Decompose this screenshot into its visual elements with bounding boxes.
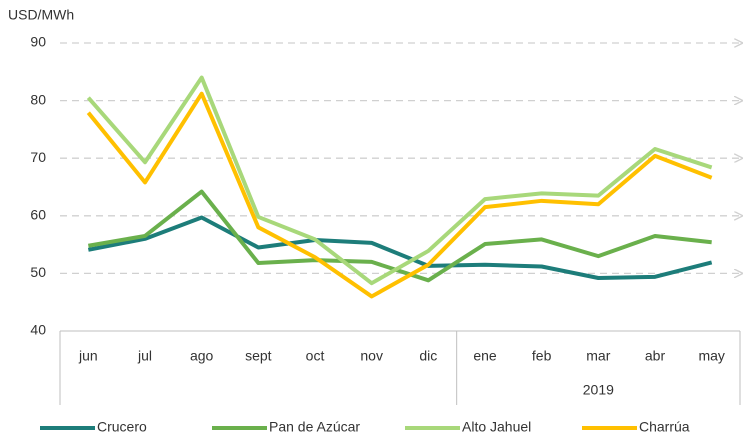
y-tick-label: 60	[30, 207, 46, 223]
x-tick-label: feb	[532, 348, 552, 364]
x-tick-label: may	[698, 348, 724, 364]
legend-label: Pan de Azúcar	[269, 419, 360, 435]
series-line	[87, 215, 713, 281]
year-label: 2019	[583, 382, 614, 398]
series-line	[87, 189, 712, 283]
x-tick-label: oct	[306, 348, 325, 364]
legend-label: Charrúa	[639, 419, 690, 435]
y-tick-label: 50	[30, 264, 46, 280]
x-tick-label: dic	[419, 348, 437, 364]
x-tick-label: nov	[360, 348, 383, 364]
x-tick-label: ene	[473, 348, 497, 364]
y-tick-label: 90	[30, 34, 46, 50]
y-tick-label: 40	[30, 322, 46, 338]
series-line	[86, 91, 713, 299]
legend-label: Crucero	[97, 419, 147, 435]
legend-label: Alto Jahuel	[462, 419, 531, 435]
x-tick-label: sept	[245, 348, 272, 364]
y-axis-label: USD/MWh	[8, 7, 74, 23]
y-tick-label: 80	[30, 91, 46, 107]
x-tick-label: ago	[190, 348, 214, 364]
series-line	[86, 75, 713, 286]
x-tick-label: mar	[586, 348, 610, 364]
x-tick-label: jun	[78, 348, 98, 364]
x-tick-label: jul	[137, 348, 152, 364]
y-tick-label: 70	[30, 149, 46, 165]
x-tick-label: abr	[645, 348, 666, 364]
